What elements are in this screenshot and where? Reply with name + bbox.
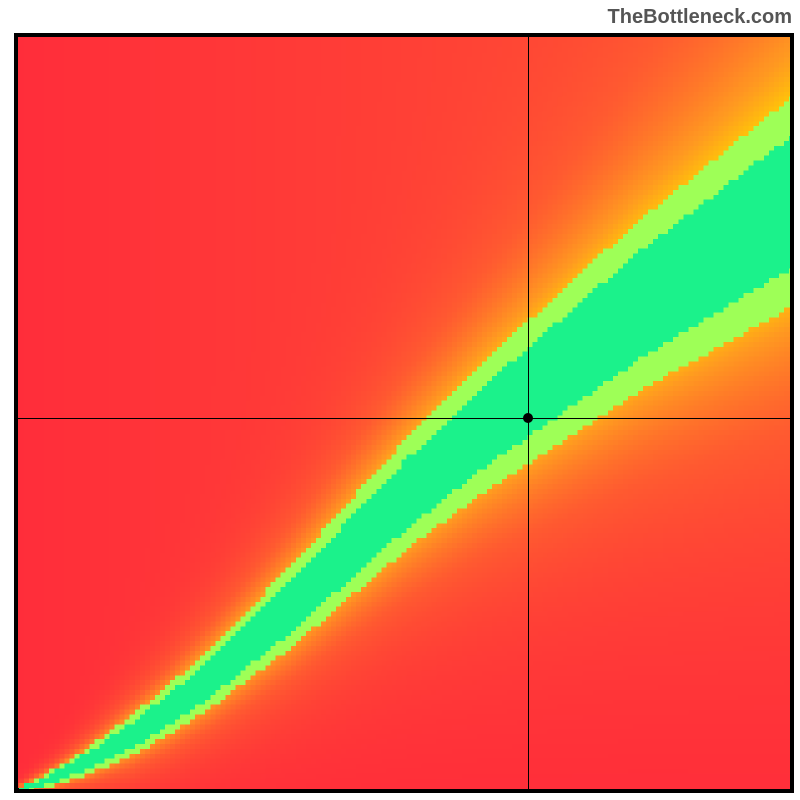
plot-border-bottom (14, 789, 794, 793)
plot-border-right (790, 33, 794, 793)
heatmap-plot (14, 33, 794, 793)
heatmap-canvas (14, 33, 794, 793)
plot-border-left (14, 33, 18, 793)
watermark-text: TheBottleneck.com (608, 6, 792, 29)
crosshair-horizontal (14, 418, 794, 419)
plot-border-top (14, 33, 794, 37)
marker-dot (523, 413, 533, 423)
